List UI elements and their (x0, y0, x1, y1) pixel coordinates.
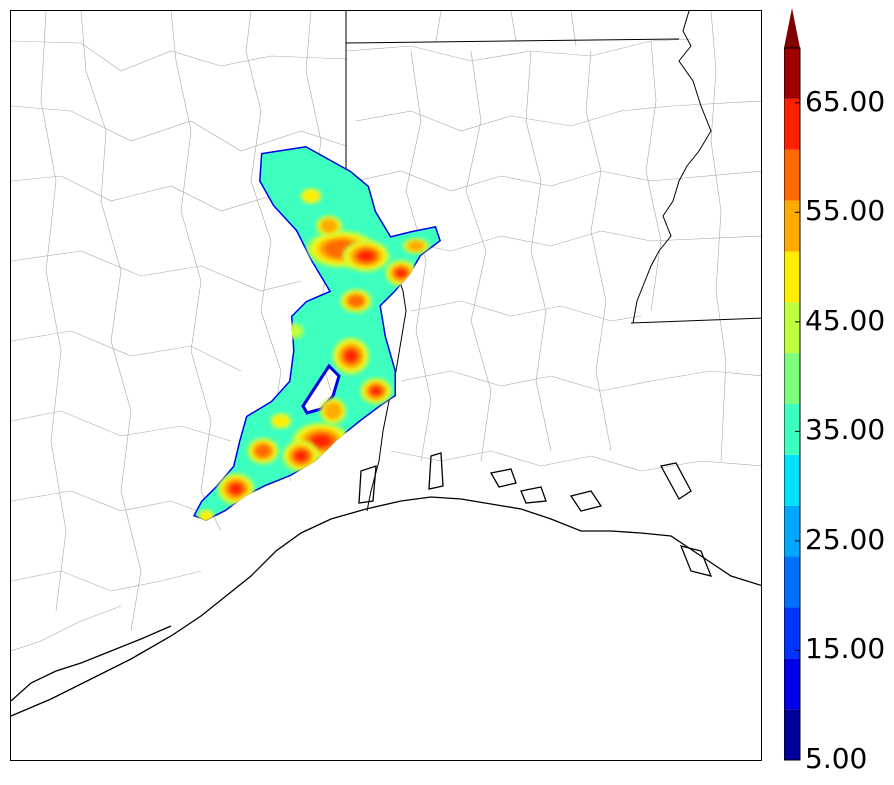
precip-cell (198, 509, 214, 521)
precip-cell (300, 188, 322, 204)
colorbar-band (784, 200, 800, 252)
colorbar-band (784, 505, 800, 557)
precip-cell (320, 398, 346, 424)
colorbar-bands (784, 8, 801, 761)
bay-outline (660, 462, 692, 500)
county-line (525, 50, 552, 452)
county-line (355, 100, 761, 132)
precip-cell (360, 378, 392, 404)
colorbar-band (784, 353, 800, 404)
coastline-line (11, 496, 761, 717)
county-line (11, 175, 272, 212)
coastline-line (11, 625, 172, 702)
state-line (630, 317, 761, 324)
coastline (11, 452, 761, 717)
county-line (510, 11, 517, 42)
county-line (465, 50, 492, 462)
county-line (40, 11, 67, 612)
river-line (632, 11, 712, 324)
bay-outline (679, 545, 713, 577)
precip-cell (270, 413, 292, 429)
colorbar-outline (784, 47, 801, 761)
precip-cell (403, 238, 429, 254)
precip-cell (342, 240, 390, 272)
colorbar-tick-label: 25.00 (805, 522, 886, 556)
precip-cell (282, 440, 320, 472)
colorbar-band (784, 302, 800, 354)
county-line (11, 605, 122, 652)
precip-cell (247, 438, 279, 464)
precip-cell (217, 473, 255, 505)
colorbar-band (784, 556, 800, 608)
colorbar-band (784, 48, 800, 99)
county-line (435, 11, 442, 42)
colorbar: 5.00 15.00 25.00 35.00 45.00 55.00 65.00 (784, 8, 894, 773)
colorbar-band (784, 251, 800, 303)
colorbar-tick-label: 5.00 (805, 742, 868, 775)
colorbar-extend-arrow (784, 8, 800, 48)
county-line (405, 50, 432, 462)
precip-cell (385, 260, 417, 286)
colorbar-tick-label: 35.00 (805, 413, 886, 447)
county-line (400, 370, 761, 392)
county-line (11, 105, 347, 152)
bay-outline (520, 486, 547, 504)
colorbar-band (784, 658, 800, 710)
precip-cell (240, 493, 262, 509)
state-boundaries (345, 11, 761, 324)
colorbar-tick-label: 15.00 (805, 632, 886, 666)
precip-cell (282, 323, 304, 339)
county-line (585, 50, 612, 452)
county-line (710, 11, 727, 462)
colorbar-tick-label: 55.00 (805, 194, 886, 228)
colorbar-tick-label: 45.00 (805, 303, 886, 337)
colorbar-band (784, 454, 800, 506)
county-boundaries (11, 11, 761, 652)
map-panel (10, 10, 762, 761)
precip-cell (332, 337, 370, 375)
state-line (345, 38, 680, 44)
county-line (355, 170, 761, 192)
county-line (170, 11, 222, 532)
colorbar-band (784, 149, 800, 201)
bay-outline (489, 468, 517, 488)
bay-outline (358, 465, 377, 504)
precip-cell (316, 215, 342, 237)
county-line (11, 40, 347, 72)
colorbar-tick-label: 65.00 (805, 84, 886, 118)
bay-outline (569, 490, 603, 512)
colorbar-band (784, 709, 800, 760)
colorbar-band (784, 98, 800, 150)
county-line (11, 250, 302, 292)
county-line (11, 570, 202, 592)
bay-outline (428, 452, 444, 490)
county-line (645, 40, 662, 312)
county-line (11, 330, 242, 372)
county-line (11, 490, 212, 517)
map-canvas (11, 11, 761, 717)
county-line (80, 11, 142, 632)
county-line (390, 450, 761, 472)
precipitation-swath (193, 146, 441, 521)
county-line (410, 300, 642, 322)
colorbar-band (784, 607, 800, 659)
county-line (400, 230, 761, 252)
county-line (11, 410, 232, 442)
colorbar-band (784, 404, 800, 455)
precip-cell (340, 289, 372, 313)
